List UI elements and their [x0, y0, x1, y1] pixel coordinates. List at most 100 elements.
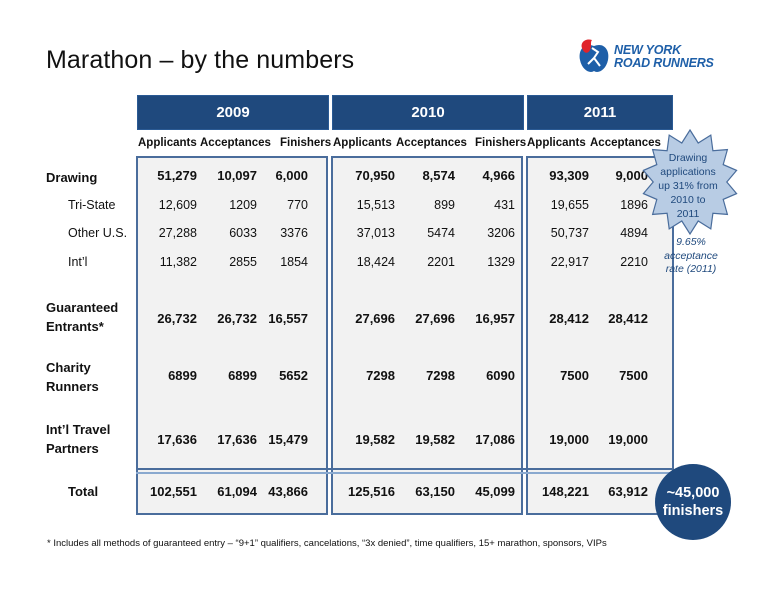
table-cell: 102,551	[150, 484, 197, 499]
table-cell: 37,013	[356, 226, 395, 240]
table-cell: 19,000	[608, 432, 648, 447]
table-cell: 19,582	[415, 432, 455, 447]
table-cell: 50,737	[550, 226, 589, 240]
logo-line1: NEW YORK	[614, 43, 681, 57]
table-cell: 51,279	[157, 168, 197, 183]
runner-apple-icon	[579, 39, 609, 72]
table-cell: 93,309	[549, 168, 589, 183]
table-cell: 1209	[229, 198, 257, 212]
table-cell: 18,424	[356, 255, 395, 269]
panel-2010	[331, 156, 523, 515]
row-label-intl: Int’l	[68, 255, 88, 269]
table-cell: 148,221	[542, 484, 589, 499]
table-cell: 45,099	[475, 484, 515, 499]
table-cell: 27,696	[355, 311, 395, 326]
acceptance-rate-note: 9.65% acceptance rate (2011)	[650, 236, 732, 277]
table-cell: 5474	[427, 226, 455, 240]
page-title: Marathon – by the numbers	[46, 46, 355, 74]
table-cell: 11,382	[159, 255, 197, 269]
table-cell: 63,150	[415, 484, 455, 499]
table-cell: 17,086	[475, 432, 515, 447]
table-cell: 4,966	[482, 168, 515, 183]
drawing-growth-callout: Drawing applications up 31% from 2010 to…	[652, 151, 724, 221]
callout-line: 2010 to	[670, 194, 706, 206]
table-cell: 61,094	[217, 484, 257, 499]
row-label-line1: Guaranteed	[46, 300, 119, 315]
table-cell: 2201	[427, 255, 455, 269]
year-header-2009: 2009	[137, 95, 329, 130]
row-label-line2: Partners	[46, 441, 99, 456]
table-cell: 17,636	[157, 432, 197, 447]
table-cell: 6033	[229, 226, 257, 240]
row-label-charity-runners: Charity Runners	[46, 358, 99, 396]
panel-2009	[136, 156, 328, 515]
table-cell: 431	[494, 198, 515, 212]
callout-line: applications	[660, 166, 716, 178]
table-cell: 27,696	[415, 311, 455, 326]
table-cell: 6899	[168, 368, 197, 383]
table-cell: 770	[287, 198, 308, 212]
table-cell: 16,557	[268, 311, 308, 326]
table-cell: 7500	[560, 368, 589, 383]
table-cell: 19,655	[550, 198, 589, 212]
table-cell: 19,582	[355, 432, 395, 447]
rate-line: 9.65%	[676, 236, 706, 248]
table-cell: 27,288	[158, 226, 197, 240]
table-cell: 26,732	[157, 311, 197, 326]
col-header-2010-applicants: Applicants	[333, 137, 392, 149]
table-cell: 899	[434, 198, 455, 212]
table-cell: 1854	[280, 255, 308, 269]
table-cell: 12,609	[158, 198, 197, 212]
row-label-line1: Int’l Travel	[46, 422, 111, 437]
footnote: * Includes all methods of guaranteed ent…	[47, 538, 607, 549]
total-separator-bottom	[136, 472, 674, 474]
table-cell: 28,412	[608, 311, 648, 326]
table-cell: 70,950	[355, 168, 395, 183]
logo-wordmark: NEW YORK ROAD RUNNERS	[614, 44, 714, 70]
starburst-callout-shape	[642, 128, 738, 236]
table-cell: 7500	[619, 368, 648, 383]
col-header-2011-acceptances: Acceptances	[590, 137, 661, 149]
row-label-total: Total	[68, 484, 99, 499]
table-cell: 9,000	[615, 168, 648, 183]
table-cell: 3376	[280, 226, 308, 240]
table-cell: 19,000	[549, 432, 589, 447]
callout-line: Drawing	[668, 152, 708, 164]
finishers-circle-badge: ~45,000 finishers	[655, 464, 731, 540]
row-label-line2: Entrants*	[46, 319, 104, 334]
callout-line: 2011	[676, 208, 700, 220]
table-cell: 10,097	[217, 168, 257, 183]
table-cell: 6,000	[275, 168, 308, 183]
row-label-guaranteed-entrants: Guaranteed Entrants*	[46, 298, 118, 336]
table-cell: 7298	[366, 368, 395, 383]
table-cell: 5652	[279, 368, 308, 383]
table-cell: 22,917	[550, 255, 589, 269]
table-cell: 7298	[426, 368, 455, 383]
col-header-2011-applicants: Applicants	[527, 137, 586, 149]
table-cell: 28,412	[549, 311, 589, 326]
logo-line2: ROAD RUNNERS	[614, 56, 714, 70]
table-cell: 1329	[487, 255, 515, 269]
badge-line1: ~45,000	[666, 485, 720, 501]
row-label-other-us: Other U.S.	[68, 226, 128, 240]
table-cell: 16,957	[475, 311, 515, 326]
col-header-2010-acceptances: Acceptances	[396, 137, 467, 149]
rate-line: acceptance	[664, 249, 718, 262]
table-cell: 125,516	[348, 484, 395, 499]
table-cell: 3206	[487, 226, 515, 240]
col-header-2009-finishers: Finishers	[280, 137, 332, 149]
col-header-2010-finishers: Finishers	[475, 137, 527, 149]
year-header-2010: 2010	[332, 95, 524, 130]
col-header-2009-applicants: Applicants	[138, 137, 197, 149]
table-cell: 6899	[228, 368, 257, 383]
table-cell: 15,479	[268, 432, 308, 447]
table-cell: 15,513	[356, 198, 395, 212]
table-cell: 17,636	[217, 432, 257, 447]
row-label-tri-state: Tri-State	[68, 198, 116, 212]
table-cell: 2210	[620, 255, 648, 269]
table-cell: 43,866	[268, 484, 308, 499]
table-cell: 26,732	[217, 311, 257, 326]
row-label-line1: Charity	[46, 360, 91, 375]
col-header-2009-acceptances: Acceptances	[200, 137, 271, 149]
nyrr-logo: NEW YORK ROAD RUNNERS	[578, 38, 738, 78]
